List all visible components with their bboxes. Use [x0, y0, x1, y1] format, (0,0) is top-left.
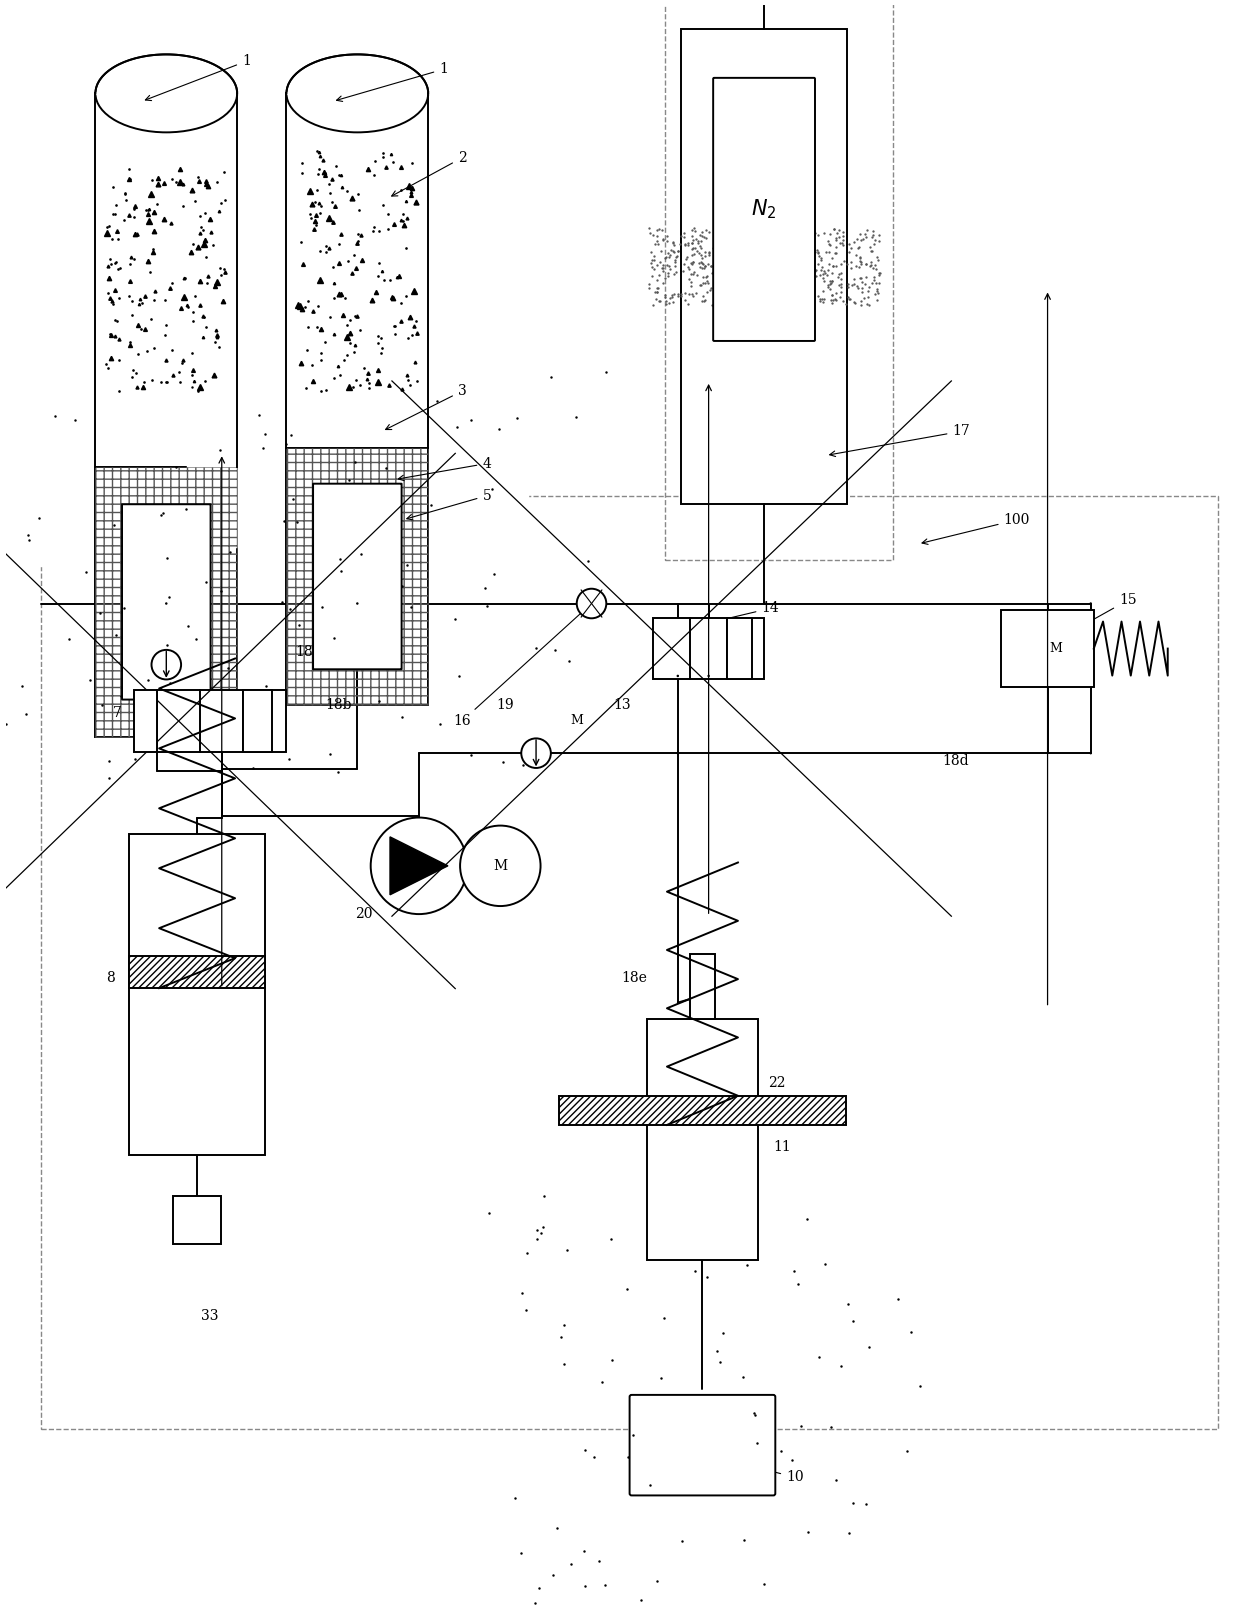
Text: 8: 8: [107, 971, 115, 986]
Text: 22: 22: [768, 1077, 785, 1090]
Text: 15: 15: [1087, 593, 1137, 622]
Text: 20: 20: [355, 907, 372, 921]
Text: 14: 14: [707, 601, 779, 625]
Circle shape: [577, 589, 606, 618]
Text: 13: 13: [614, 698, 631, 712]
Text: 4: 4: [398, 457, 491, 481]
Bar: [243, 690, 272, 751]
Circle shape: [151, 649, 181, 680]
Circle shape: [460, 826, 541, 907]
FancyBboxPatch shape: [630, 1396, 775, 1496]
FancyBboxPatch shape: [122, 504, 211, 699]
Bar: [95, 94, 237, 466]
Bar: [286, 94, 428, 448]
FancyBboxPatch shape: [713, 78, 815, 342]
Text: 3: 3: [386, 384, 466, 429]
Bar: [95, 466, 237, 737]
Text: 19: 19: [496, 698, 515, 712]
Text: 18c: 18c: [295, 644, 321, 659]
Circle shape: [521, 738, 551, 767]
Text: 21: 21: [471, 882, 490, 897]
Text: 11: 11: [774, 1140, 791, 1154]
Text: 100: 100: [923, 513, 1030, 544]
Text: M: M: [494, 858, 507, 873]
Text: 16: 16: [454, 606, 589, 729]
Bar: [41, 495, 1218, 1430]
Text: 18a: 18a: [135, 677, 161, 691]
Text: 5: 5: [407, 489, 491, 520]
FancyBboxPatch shape: [312, 484, 402, 669]
Text: 18b: 18b: [326, 698, 352, 712]
Text: 2: 2: [392, 151, 466, 196]
Text: M: M: [1050, 643, 1063, 656]
Bar: [681, 29, 847, 504]
Text: 33: 33: [201, 1310, 218, 1323]
Text: 17: 17: [830, 424, 970, 457]
Bar: [286, 448, 428, 704]
Text: 1: 1: [145, 53, 250, 100]
Text: 18d: 18d: [942, 754, 968, 769]
Ellipse shape: [286, 55, 428, 133]
Text: 7: 7: [113, 706, 122, 720]
Ellipse shape: [95, 55, 237, 133]
Bar: [559, 1096, 846, 1125]
Bar: [727, 618, 751, 678]
Circle shape: [371, 818, 467, 915]
Bar: [0, 94, 336, 567]
Bar: [286, 448, 428, 704]
Bar: [174, 1196, 221, 1243]
Bar: [691, 954, 714, 1018]
Bar: [134, 690, 157, 751]
Bar: [129, 834, 265, 1156]
Text: 6: 6: [123, 601, 164, 654]
Text: $N_2$: $N_2$: [751, 198, 776, 222]
Bar: [647, 1018, 758, 1260]
Bar: [187, 94, 527, 547]
Text: 10: 10: [707, 1452, 804, 1485]
Text: 1: 1: [336, 62, 448, 102]
Bar: [157, 690, 286, 751]
Polygon shape: [391, 837, 448, 895]
Bar: [1002, 610, 1094, 686]
Bar: [95, 466, 237, 737]
Text: 18e: 18e: [621, 971, 647, 986]
Bar: [129, 955, 265, 988]
Bar: [653, 618, 764, 678]
Text: M: M: [570, 714, 583, 727]
Bar: [666, 0, 894, 560]
